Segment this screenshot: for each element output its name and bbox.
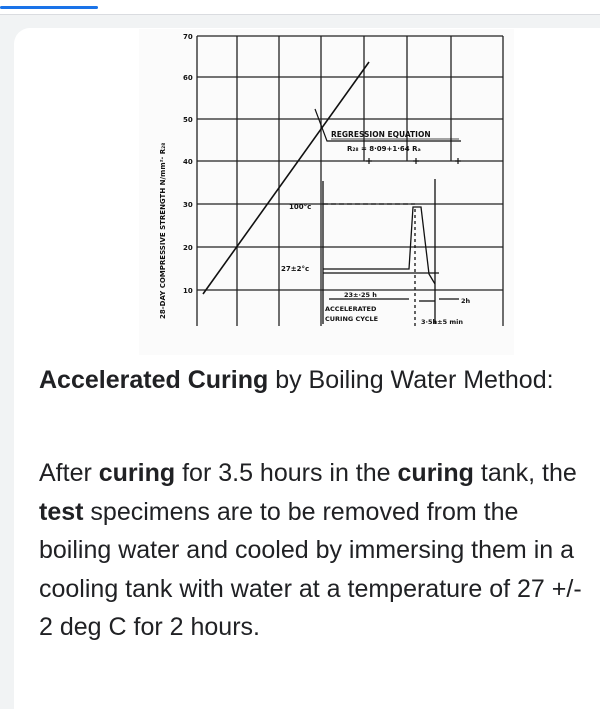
curing-cycle-diagram [322, 179, 459, 329]
top-tab-strip [0, 0, 600, 15]
duration-end-label: 2h [461, 297, 471, 305]
paragraph-text-4: specimens are to be removed from the boi… [39, 497, 582, 642]
regression-line [202, 61, 370, 295]
heading-bold-term: Accelerated Curing [39, 366, 269, 394]
y-tick-20: 20 [183, 244, 193, 252]
temp-low-label: 27±2°c [281, 265, 309, 273]
paragraph-bold-3: test [39, 497, 84, 526]
active-tab-indicator[interactable] [0, 6, 98, 9]
temp-high-label: 100°c [289, 203, 311, 211]
y-tick-40: 40 [183, 158, 193, 166]
paragraph-bold-1: curing [98, 459, 176, 487]
description-paragraph: After curing for 3.5 hours in the curing… [39, 454, 594, 647]
paragraph-text-1: After [39, 459, 99, 487]
section-heading: Accelerated Curing by Boiling Water Meth… [39, 361, 579, 399]
y-tick-70: 70 [183, 33, 193, 41]
y-tick-10: 10 [183, 287, 193, 295]
y-tick-50: 50 [183, 116, 193, 124]
paragraph-text-2: for 3.5 hours in the [175, 459, 398, 487]
curing-chart-image[interactable]: 70 60 50 40 30 20 10 28-DAY COMPRESSIVE … [139, 29, 514, 355]
cycle-label-2: CURING CYCLE [325, 315, 378, 323]
paragraph-bold-2: curing [397, 459, 474, 487]
heading-rest: by Boiling Water Method: [268, 366, 554, 394]
regression-title: REGRESSION EQUATION [331, 130, 431, 139]
regression-pointer [314, 108, 461, 142]
y-tick-30: 30 [183, 201, 193, 209]
cycle-label-1: ACCELERATED [325, 305, 377, 313]
plus-markers [366, 158, 461, 164]
curing-chart-svg: 70 60 50 40 30 20 10 28-DAY COMPRESSIVE … [159, 33, 504, 329]
y-tick-60: 60 [183, 74, 193, 82]
chart-grid [196, 35, 504, 326]
y-axis-label: 28-DAY COMPRESSIVE STRENGTH N/mm²· R₂₈ [159, 143, 167, 319]
regression-formula: R₂₈ = 8·09+1·64 Rₐ [347, 145, 421, 153]
paragraph-text-3: tank, the [473, 459, 577, 487]
duration-short-label: 3·5h±5 min [421, 318, 463, 326]
result-card[interactable]: 70 60 50 40 30 20 10 28-DAY COMPRESSIVE … [14, 28, 600, 709]
duration-main-label: 23±·25 h [344, 291, 377, 299]
